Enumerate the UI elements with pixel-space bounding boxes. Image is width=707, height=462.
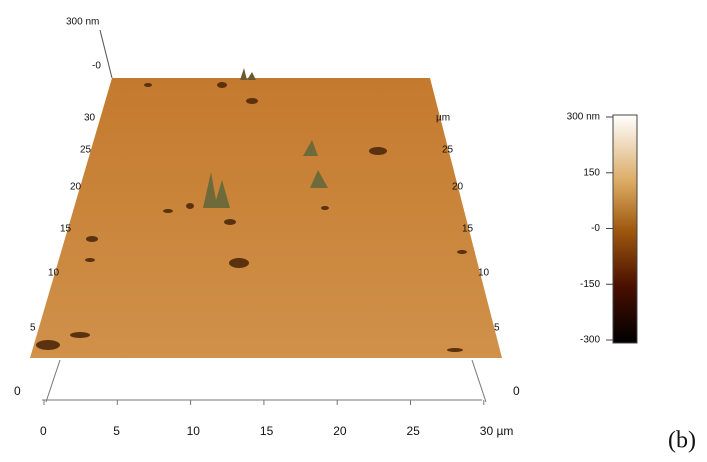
z-axis-zero-label: -0 bbox=[92, 61, 101, 72]
z-axis-line bbox=[100, 30, 112, 78]
axis-label: 25 bbox=[80, 145, 92, 156]
colorbar-label: -150 bbox=[580, 279, 600, 290]
axis-label: 15 bbox=[462, 224, 474, 235]
axis-label: 10 bbox=[478, 268, 490, 279]
axis-label: 30 bbox=[84, 113, 96, 124]
base-left-label: 0 bbox=[14, 384, 21, 398]
axis-label: 20 bbox=[70, 182, 82, 193]
tick-label: 30 µm bbox=[480, 424, 514, 438]
colorbar-label: -0 bbox=[591, 223, 600, 234]
surface bbox=[30, 78, 502, 358]
axis-label: 20 bbox=[452, 182, 464, 193]
colorbar-label: -300 bbox=[580, 335, 600, 346]
axis-label: 5 bbox=[494, 323, 500, 334]
base-left-line bbox=[46, 360, 60, 402]
z-axis-top-label: 300 nm bbox=[66, 17, 99, 28]
colorbar-labels: 300 nm 150 -0 -150 -300 bbox=[567, 112, 613, 346]
base-right-line bbox=[472, 360, 486, 402]
panel-label: (b) bbox=[668, 428, 696, 454]
tick-label: 15 bbox=[260, 424, 274, 438]
tick-label: 0 bbox=[40, 424, 47, 438]
front-axis: 0 5 10 15 20 25 30 µm bbox=[40, 400, 513, 438]
afm-figure: 300 nm -0 0 0 0 5 10 15 20 25 30 µm 30 25 20 15 10… bbox=[0, 0, 707, 462]
tick-label: 25 bbox=[407, 424, 421, 438]
colorbar bbox=[613, 115, 637, 343]
axis-label: 5 bbox=[30, 323, 36, 334]
axis-label: 15 bbox=[60, 224, 72, 235]
base-right-label: 0 bbox=[513, 384, 520, 398]
tick-label: 10 bbox=[187, 424, 201, 438]
axis-label: 25 bbox=[442, 145, 454, 156]
axis-label: µm bbox=[436, 113, 450, 124]
tick-label: 5 bbox=[113, 424, 120, 438]
axis-label: 10 bbox=[48, 268, 60, 279]
colorbar-label: 300 nm bbox=[567, 112, 600, 123]
tick-label: 20 bbox=[333, 424, 347, 438]
colorbar-label: 150 bbox=[583, 167, 600, 178]
